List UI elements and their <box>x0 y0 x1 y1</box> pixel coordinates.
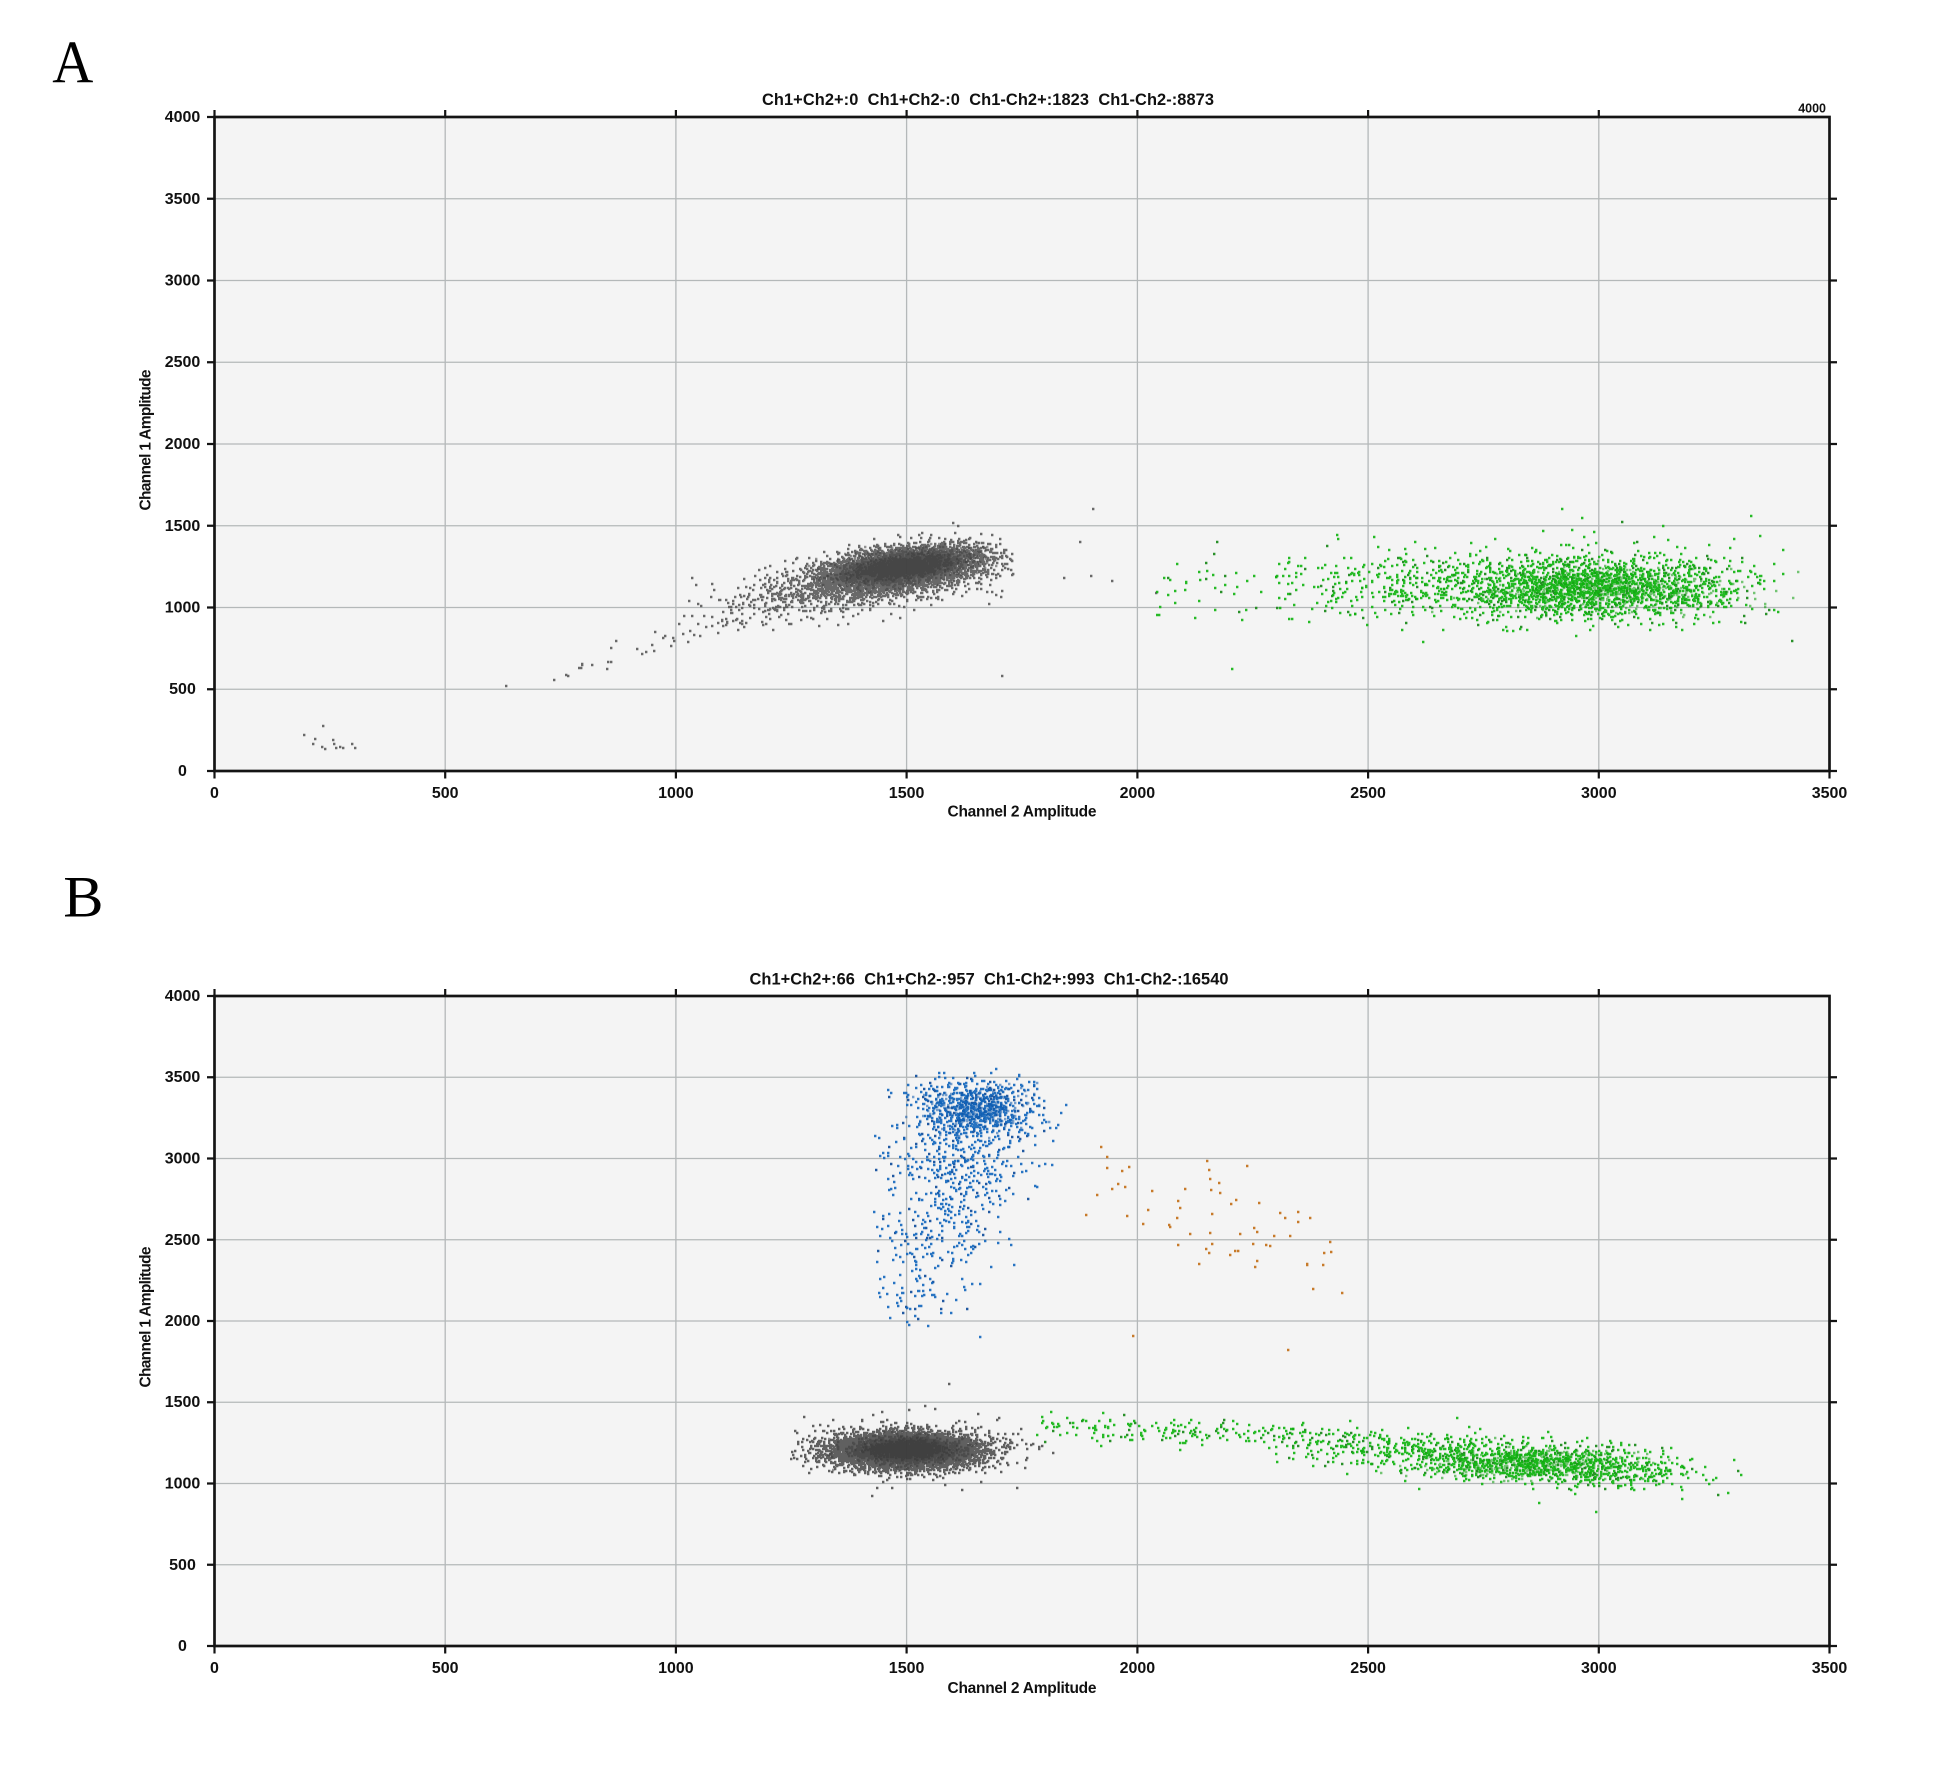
svg-text:0: 0 <box>210 785 219 802</box>
svg-text:500: 500 <box>432 1660 459 1677</box>
svg-text:500: 500 <box>432 785 459 802</box>
svg-text:Channel 2 Amplitude: Channel 2 Amplitude <box>948 804 1097 821</box>
svg-text:Ch1+Ch2+:0 Ch1+Ch2-:0 Ch1-Ch: Ch1+Ch2+:0 Ch1+Ch2-:0 Ch1-Ch2+:1823 Ch1-… <box>762 91 1214 109</box>
svg-text:2000: 2000 <box>1120 1660 1156 1677</box>
svg-text:4000: 4000 <box>1798 102 1826 116</box>
svg-text:3000: 3000 <box>165 1151 201 1168</box>
svg-text:3000: 3000 <box>1581 785 1617 802</box>
svg-text:500: 500 <box>169 681 196 698</box>
svg-text:2500: 2500 <box>165 1232 201 1249</box>
svg-text:Channel 1 Amplitude: Channel 1 Amplitude <box>138 1246 155 1387</box>
svg-text:Channel 1 Amplitude: Channel 1 Amplitude <box>138 369 155 510</box>
svg-text:3000: 3000 <box>1581 1660 1617 1677</box>
svg-text:1500: 1500 <box>889 1660 925 1677</box>
svg-text:Channel 2 Amplitude: Channel 2 Amplitude <box>948 1680 1097 1697</box>
svg-text:1500: 1500 <box>165 1394 201 1411</box>
svg-text:2500: 2500 <box>1350 785 1386 802</box>
svg-text:1500: 1500 <box>165 518 201 535</box>
svg-text:1000: 1000 <box>658 1660 694 1677</box>
svg-text:2500: 2500 <box>1350 1660 1386 1677</box>
svg-text:3500: 3500 <box>1812 1660 1848 1677</box>
svg-text:3500: 3500 <box>1812 785 1848 802</box>
svg-text:4000: 4000 <box>165 109 201 126</box>
svg-text:0: 0 <box>178 763 187 780</box>
svg-text:1000: 1000 <box>165 1476 201 1493</box>
svg-text:3000: 3000 <box>165 273 201 290</box>
svg-text:0: 0 <box>210 1660 219 1677</box>
svg-text:A: A <box>52 29 93 96</box>
svg-text:Ch1+Ch2+:66 Ch1+Ch2-:957 Ch1: Ch1+Ch2+:66 Ch1+Ch2-:957 Ch1-Ch2+:993 Ch… <box>750 971 1229 989</box>
svg-text:2500: 2500 <box>165 354 201 371</box>
svg-text:0: 0 <box>178 1638 187 1655</box>
svg-text:2000: 2000 <box>165 1313 201 1330</box>
svg-text:1000: 1000 <box>165 600 201 617</box>
svg-text:3500: 3500 <box>165 191 201 208</box>
svg-text:500: 500 <box>169 1557 196 1574</box>
svg-text:3500: 3500 <box>165 1069 201 1086</box>
svg-text:2000: 2000 <box>165 436 201 453</box>
svg-text:B: B <box>63 864 103 929</box>
svg-text:1500: 1500 <box>889 785 925 802</box>
svg-text:2000: 2000 <box>1120 785 1156 802</box>
svg-text:4000: 4000 <box>165 988 201 1005</box>
svg-text:1000: 1000 <box>658 785 694 802</box>
